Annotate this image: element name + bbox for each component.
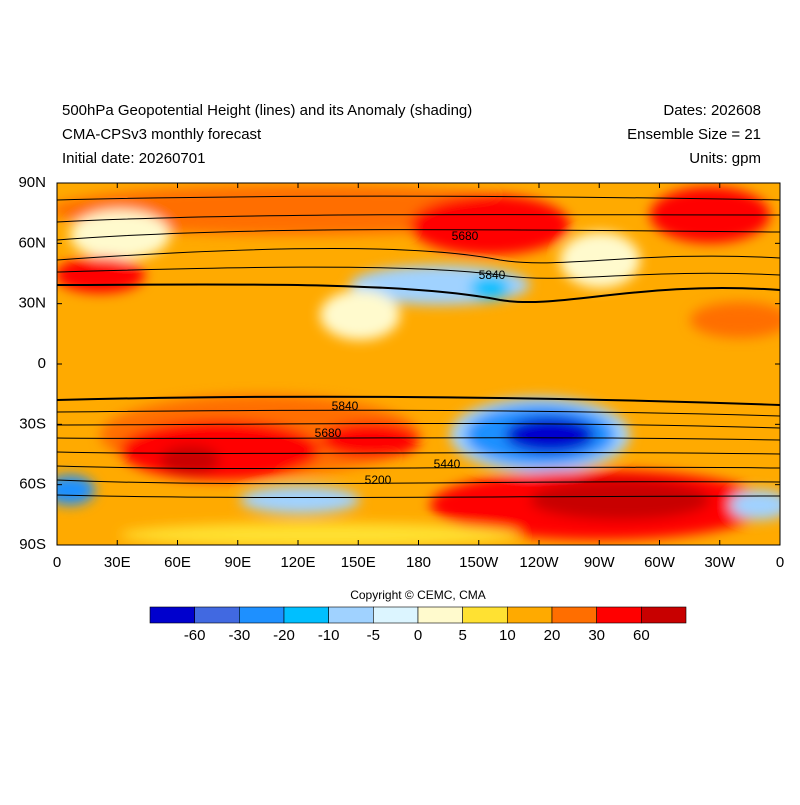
- x-tick-label: 120E: [280, 554, 315, 571]
- copyright: Copyright © CEMC, CMA: [350, 588, 486, 602]
- y-tick-label: 30S: [19, 415, 46, 432]
- contour-label: 5440: [434, 457, 461, 471]
- colorbar-label: 10: [499, 627, 516, 644]
- colorbar-label: 0: [414, 627, 422, 644]
- colorbar-label: -10: [318, 627, 340, 644]
- x-tick-label: 90E: [224, 554, 251, 571]
- contour-label: 5680: [452, 229, 479, 243]
- colorbar-swatch: [373, 606, 419, 624]
- y-tick-label: 60N: [18, 234, 46, 251]
- units: Units: gpm: [689, 150, 761, 167]
- colorbar-swatch: [507, 606, 553, 624]
- colorbar-swatch: [596, 606, 642, 624]
- colorbar-label: 30: [588, 627, 605, 644]
- colorbar-swatch: [328, 606, 374, 624]
- y-tick-label: 60S: [19, 476, 46, 493]
- x-tick-label: 150W: [459, 554, 499, 571]
- colorbar-swatch: [462, 606, 508, 624]
- contour-label: 5840: [479, 268, 506, 282]
- x-tick-label: 0: [776, 554, 784, 571]
- colorbar-label: 5: [458, 627, 466, 644]
- subtitle: CMA-CPSv3 monthly forecast: [62, 126, 262, 143]
- x-tick-label: 30E: [104, 554, 131, 571]
- y-tick-label: 90S: [19, 536, 46, 553]
- anomaly-shading: [57, 183, 780, 545]
- x-tick-label: 150E: [341, 554, 376, 571]
- colorbar-label: 60: [633, 627, 650, 644]
- colorbar-swatch: [239, 606, 285, 624]
- colorbar-swatch: [283, 606, 329, 624]
- contour-label: 5840: [332, 399, 359, 413]
- colorbar-label: -30: [228, 627, 250, 644]
- y-tick-label: 90N: [18, 174, 46, 191]
- dates: Dates: 202608: [663, 102, 761, 119]
- colorbar-label: 20: [544, 627, 561, 644]
- ensemble: Ensemble Size = 21: [627, 126, 761, 143]
- x-tick-label: 120W: [519, 554, 559, 571]
- y-tick-label: 0: [38, 355, 46, 372]
- colorbar-swatch: [641, 606, 687, 624]
- y-tick-label: 30N: [18, 295, 46, 312]
- colorbar-label: -5: [367, 627, 380, 644]
- height-contours: [57, 195, 780, 499]
- x-tick-label: 60W: [644, 554, 676, 571]
- colorbar-swatch: [417, 606, 463, 624]
- x-tick-label: 60E: [164, 554, 191, 571]
- colorbar-label: -20: [273, 627, 295, 644]
- x-tick-label: 90W: [584, 554, 616, 571]
- colorbar-swatch: [551, 606, 597, 624]
- x-tick-label: 0: [53, 554, 61, 571]
- colorbar-swatch: [194, 606, 240, 624]
- x-tick-label: 30W: [704, 554, 736, 571]
- colorbar-swatch: [149, 606, 195, 624]
- initial-date: Initial date: 20260701: [62, 150, 205, 167]
- colorbar-label: -60: [184, 627, 206, 644]
- contour-labels: 5680 5840 5840 5680 5440 5200: [315, 229, 506, 487]
- contour-label: 5200: [365, 473, 392, 487]
- title: 500hPa Geopotential Height (lines) and i…: [62, 102, 472, 119]
- x-tick-label: 180: [406, 554, 431, 571]
- contour-label: 5680: [315, 426, 342, 440]
